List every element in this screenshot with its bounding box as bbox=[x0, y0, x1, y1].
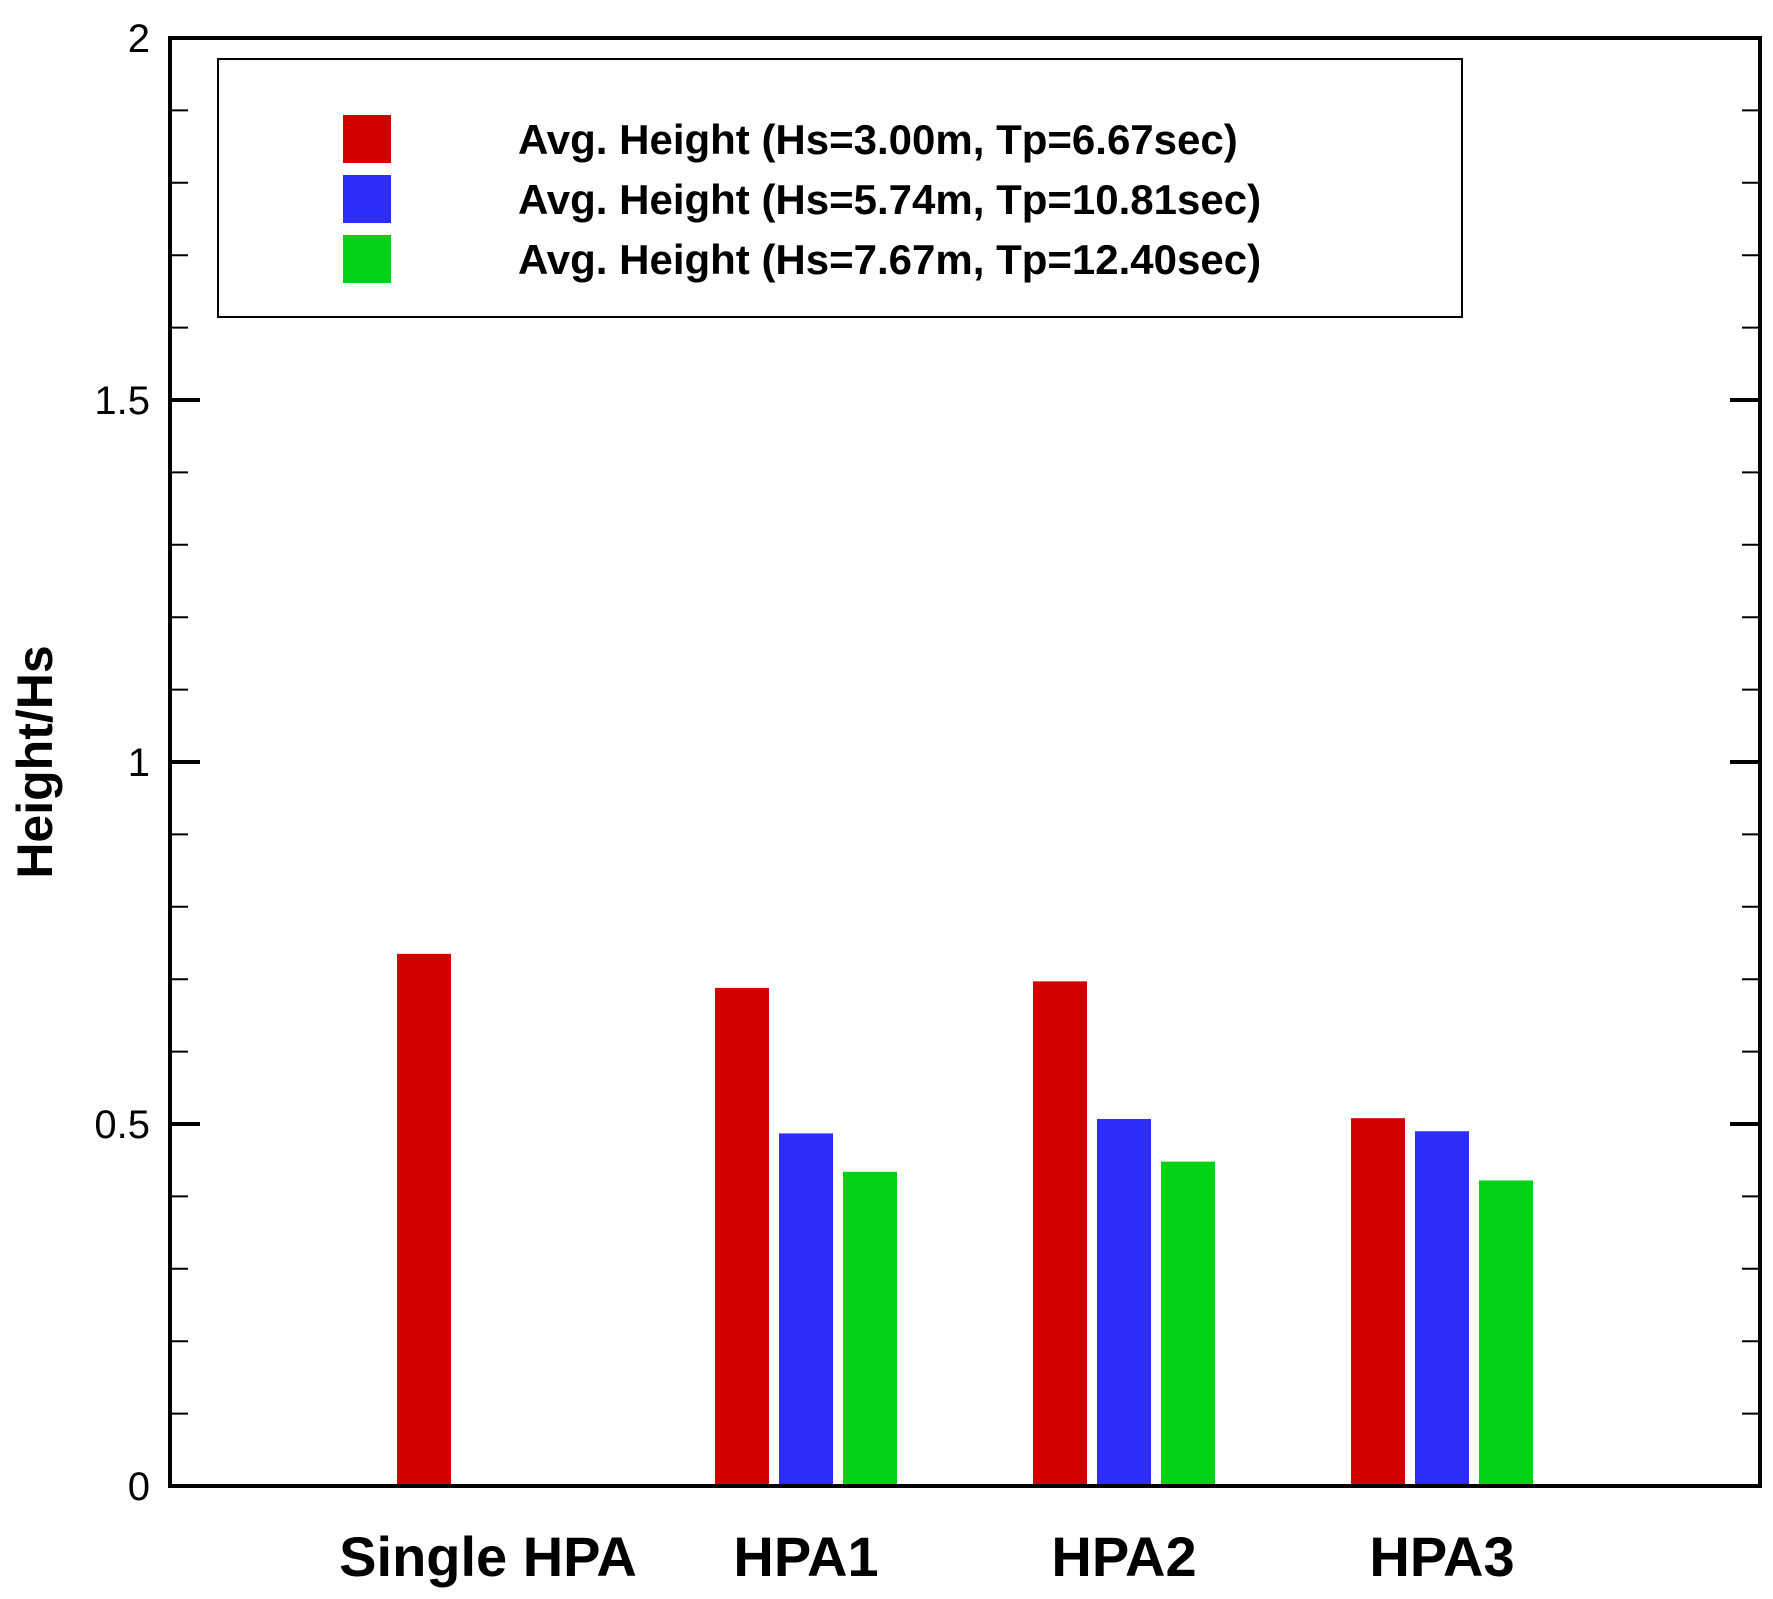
x-category-label: HPA2 bbox=[1051, 1525, 1196, 1588]
x-category-label: HPA3 bbox=[1369, 1525, 1514, 1588]
x-category-label: HPA1 bbox=[733, 1525, 878, 1588]
bar bbox=[397, 953, 451, 1486]
bar bbox=[843, 1171, 897, 1486]
bar bbox=[1161, 1161, 1215, 1486]
bar bbox=[1479, 1180, 1533, 1486]
y-minor-ticks bbox=[170, 109, 1760, 1415]
y-tick-label: 2 bbox=[128, 17, 150, 61]
y-tick-label: 1.5 bbox=[94, 379, 150, 423]
bar bbox=[715, 987, 769, 1486]
legend-label: Avg. Height (Hs=7.67m, Tp=12.40sec) bbox=[518, 236, 1261, 283]
bar bbox=[1097, 1118, 1151, 1486]
legend-swatch bbox=[343, 115, 391, 163]
plot-frame bbox=[168, 36, 1762, 1488]
y-tick-labels: 0 0.5 1 1.5 2 bbox=[94, 17, 150, 1509]
legend-swatch bbox=[343, 175, 391, 223]
y-tick-label: 0 bbox=[128, 1465, 150, 1509]
legend-box bbox=[217, 58, 1463, 318]
bar bbox=[1351, 1118, 1405, 1486]
bar bbox=[779, 1133, 833, 1486]
bars bbox=[397, 953, 1533, 1486]
legend: Avg. Height (Hs=3.00m, Tp=6.67sec) Avg. H… bbox=[217, 58, 1463, 318]
legend-label: Avg. Height (Hs=5.74m, Tp=10.81sec) bbox=[518, 176, 1261, 223]
bar bbox=[1033, 981, 1087, 1486]
legend-label: Avg. Height (Hs=3.00m, Tp=6.67sec) bbox=[518, 116, 1238, 163]
bar bbox=[1415, 1131, 1469, 1486]
legend-swatch bbox=[343, 235, 391, 283]
x-category-labels: Single HPA HPA1 HPA2 HPA3 bbox=[339, 1525, 1514, 1588]
x-category-label: Single HPA bbox=[339, 1525, 637, 1588]
y-axis-title: Height/Hs bbox=[7, 645, 63, 878]
y-tick-label: 0.5 bbox=[94, 1103, 150, 1147]
y-tick-label: 1 bbox=[128, 741, 150, 785]
